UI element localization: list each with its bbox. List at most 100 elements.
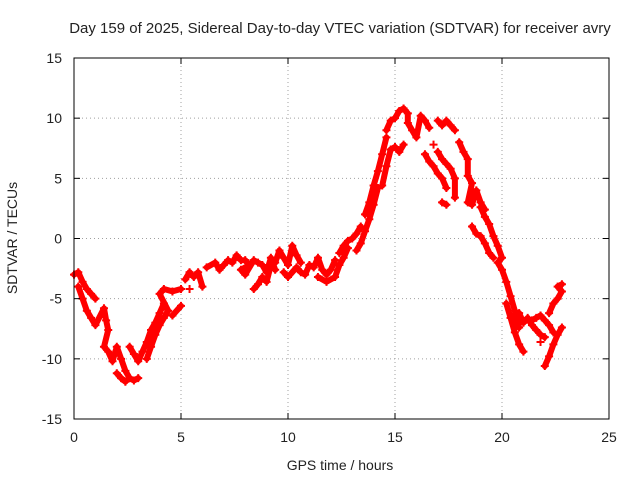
data-point-plus bbox=[412, 133, 421, 142]
data-point-plus bbox=[177, 285, 185, 294]
data-point-plus bbox=[159, 313, 168, 322]
data-point-plus bbox=[369, 200, 378, 209]
data-point-plus bbox=[138, 347, 147, 356]
data-point-plus bbox=[438, 155, 447, 164]
data-point-plus bbox=[463, 198, 472, 207]
data-point-plus bbox=[82, 285, 91, 294]
data-point-plus bbox=[386, 145, 395, 154]
data-point-plus bbox=[378, 150, 387, 159]
data-point-plus bbox=[271, 265, 280, 274]
data-point-plus bbox=[472, 229, 481, 238]
data-point-plus bbox=[125, 342, 134, 351]
y-tick-label: 5 bbox=[54, 170, 62, 186]
data-point-plus bbox=[305, 260, 314, 269]
data-point-plus bbox=[485, 248, 494, 257]
data-point-plus bbox=[480, 205, 489, 214]
data-point-plus bbox=[446, 164, 455, 173]
x-tick-label: 0 bbox=[70, 429, 78, 445]
data-point-plus bbox=[553, 294, 562, 303]
data-point-plus bbox=[408, 126, 417, 135]
data-point-plus bbox=[343, 244, 352, 253]
data-point-plus bbox=[142, 354, 151, 363]
data-point-plus bbox=[288, 241, 297, 250]
data-point-plus bbox=[557, 323, 566, 332]
data-point-plus bbox=[249, 285, 258, 294]
data-point-plus bbox=[236, 265, 245, 274]
data-point-plus bbox=[361, 210, 370, 219]
data-point-plus bbox=[498, 265, 506, 274]
data-point-plus bbox=[433, 116, 442, 125]
x-tick-label: 10 bbox=[280, 429, 296, 445]
data-point-plus bbox=[386, 116, 395, 125]
data-point-plus bbox=[155, 289, 164, 298]
data-point-plus bbox=[318, 265, 327, 274]
data-point-plus bbox=[99, 342, 108, 351]
data-point-plus bbox=[472, 186, 481, 195]
data-point-plus bbox=[296, 258, 305, 267]
data-point-plus bbox=[147, 325, 156, 334]
data-point-plus bbox=[181, 275, 190, 284]
data-point-plus bbox=[553, 330, 562, 339]
data-point-plus bbox=[241, 256, 250, 265]
data-point-plus bbox=[425, 157, 434, 166]
data-point-plus bbox=[395, 106, 404, 115]
data-point-plus bbox=[420, 116, 429, 125]
data-point-plus bbox=[151, 330, 160, 339]
data-point-plus bbox=[549, 340, 558, 349]
data-point-plus bbox=[313, 273, 322, 282]
data-point-plus bbox=[117, 354, 126, 363]
chart-title: Day 159 of 2025, Sidereal Day-to-day VTE… bbox=[69, 20, 611, 37]
data-point-plus bbox=[450, 174, 459, 183]
data-point-plus bbox=[168, 311, 177, 320]
data-point-plus bbox=[489, 232, 498, 241]
data-point-plus bbox=[540, 362, 549, 371]
data-point-plus bbox=[480, 239, 489, 248]
data-series bbox=[70, 104, 566, 386]
data-point-plus bbox=[498, 253, 506, 262]
data-point-plus bbox=[545, 321, 554, 330]
data-point-plus bbox=[258, 273, 267, 282]
data-point-plus bbox=[373, 183, 382, 192]
data-point-plus bbox=[194, 268, 203, 277]
data-point-plus bbox=[202, 263, 211, 272]
data-point-plus bbox=[331, 273, 340, 282]
data-point-plus bbox=[266, 260, 275, 269]
data-point-plus bbox=[211, 258, 220, 267]
data-point-plus bbox=[254, 280, 263, 289]
data-point-plus bbox=[232, 251, 241, 260]
data-point-plus bbox=[433, 147, 442, 156]
data-point-plus bbox=[352, 246, 361, 255]
data-point-plus bbox=[489, 253, 498, 262]
data-point-plus bbox=[117, 374, 126, 383]
data-point-plus bbox=[322, 277, 331, 286]
data-point-plus bbox=[331, 256, 340, 265]
data-point-plus bbox=[519, 347, 528, 356]
data-point-plus bbox=[279, 253, 288, 262]
data-point-plus bbox=[523, 313, 532, 322]
data-point-plus bbox=[155, 309, 164, 318]
data-point-plus bbox=[74, 268, 83, 277]
data-point-plus bbox=[87, 313, 96, 322]
data-point-plus bbox=[536, 311, 545, 320]
y-tick-label: 10 bbox=[46, 110, 62, 126]
data-point-plus bbox=[549, 299, 558, 308]
data-point-plus bbox=[292, 251, 301, 260]
data-point-plus bbox=[545, 309, 554, 318]
data-point-plus bbox=[121, 377, 130, 386]
data-point-plus bbox=[249, 256, 258, 265]
x-tick-label: 25 bbox=[601, 429, 617, 445]
data-point-plus bbox=[416, 111, 425, 120]
data-point-plus bbox=[391, 114, 399, 123]
data-point-plus bbox=[168, 287, 177, 296]
data-point-plus bbox=[343, 236, 352, 245]
y-tick-label: 15 bbox=[46, 50, 62, 66]
data-point-plus bbox=[442, 200, 451, 209]
data-point-plus bbox=[420, 150, 429, 159]
data-point-plus bbox=[74, 282, 83, 291]
data-point-plus bbox=[493, 258, 502, 267]
data-point-plus bbox=[382, 133, 391, 142]
data-point-plus bbox=[241, 270, 250, 279]
data-point-plus bbox=[502, 277, 511, 286]
data-point-plus bbox=[129, 350, 138, 359]
